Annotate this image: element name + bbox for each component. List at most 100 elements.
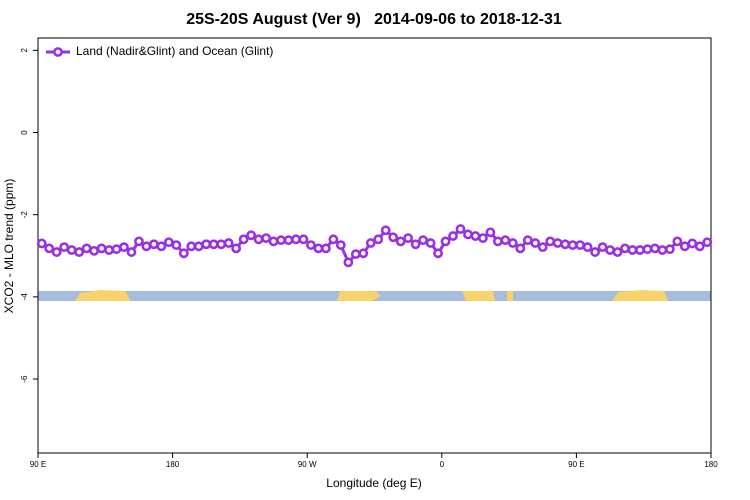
data-point [478, 233, 488, 244]
legend-marker [53, 47, 63, 57]
data-point [433, 248, 443, 259]
data-point [126, 247, 137, 257]
data-point [403, 233, 414, 244]
y-tick-label: -4 [20, 293, 29, 301]
data-point [612, 247, 623, 257]
data-point [395, 236, 406, 247]
data-point [66, 245, 77, 255]
data-point [320, 243, 331, 254]
data-point [522, 235, 533, 246]
x-tick-label: 90 E [30, 460, 46, 469]
data-point [253, 234, 264, 245]
data-point [306, 240, 316, 250]
data-point [89, 245, 99, 256]
data-point [216, 239, 227, 250]
chart-title: 25S-20S August (Ver 9) 2014-09-06 to 201… [186, 11, 562, 28]
data-point [455, 224, 466, 234]
data-point [463, 229, 473, 240]
data-point [238, 234, 249, 245]
data-point [81, 243, 92, 254]
data-point [231, 243, 242, 254]
data-point [590, 247, 600, 257]
data-point [298, 234, 309, 245]
data-point [560, 239, 571, 250]
data-point [51, 247, 62, 257]
data-point [679, 241, 690, 252]
data-point [515, 243, 526, 254]
data-point [350, 249, 361, 260]
data-point [44, 243, 55, 254]
land-patch [337, 291, 381, 301]
land-patch [612, 290, 668, 301]
data-point [635, 245, 645, 255]
data-point [642, 244, 653, 255]
land-patch [75, 290, 131, 301]
data-point [111, 244, 122, 255]
y-tick-label: -6 [20, 375, 29, 383]
x-tick-label: 180 [704, 460, 718, 469]
data-point [149, 239, 159, 250]
data-point [500, 235, 511, 246]
data-point [171, 240, 182, 250]
data-point [425, 238, 436, 248]
data-point [276, 235, 286, 246]
data-point [201, 239, 212, 250]
data-point [552, 238, 563, 248]
data-point [687, 238, 698, 249]
data-point [545, 236, 556, 247]
data-point [261, 233, 271, 244]
data-point [134, 236, 144, 247]
data-point [418, 235, 429, 246]
data-point [373, 234, 384, 245]
data-point [268, 236, 279, 247]
data-point [694, 241, 705, 252]
data-point [283, 235, 294, 246]
data-point [36, 238, 47, 249]
data-point [627, 245, 638, 255]
data-point [223, 238, 234, 248]
land-patch [462, 291, 495, 301]
data-point [440, 236, 451, 247]
data-point [664, 244, 675, 255]
data-point [335, 240, 346, 250]
data-point [380, 225, 391, 236]
data-point [410, 239, 421, 250]
x-tick-label: 180 [166, 460, 180, 469]
legend-label: Land (Nadir&Glint) and Ocean (Glint) [76, 44, 273, 58]
data-point [156, 241, 167, 252]
y-axis-label: XCO2 - MLO trend (ppm) [2, 179, 16, 314]
data-point [470, 231, 481, 241]
data-point [537, 242, 548, 253]
data-point [365, 238, 376, 248]
data-point [343, 257, 354, 268]
data-point [119, 242, 129, 253]
data-point [313, 243, 324, 254]
x-tick-label: 0 [440, 460, 445, 469]
data-point [575, 240, 586, 250]
x-tick-label: 90 W [298, 460, 317, 469]
data-point [650, 243, 660, 254]
data-point [485, 227, 496, 238]
data-point [74, 247, 85, 257]
data-point [59, 242, 70, 253]
data-point [492, 236, 503, 247]
data-point [104, 245, 114, 255]
land-patch [507, 291, 513, 301]
data-point [388, 232, 399, 243]
data-point [530, 238, 541, 248]
y-tick-label: -2 [20, 211, 29, 219]
data-point [605, 245, 615, 255]
data-point [328, 234, 339, 245]
data-point [358, 248, 369, 259]
data-point [96, 243, 107, 254]
data-point [657, 245, 668, 255]
data-point [672, 236, 683, 247]
data-point [567, 240, 578, 250]
data-point [141, 241, 152, 252]
y-tick-label: 0 [20, 130, 29, 135]
x-axis-label: Longitude (deg E) [326, 476, 421, 490]
data-point [507, 238, 518, 248]
data-point [597, 242, 608, 253]
data-point [702, 237, 713, 248]
